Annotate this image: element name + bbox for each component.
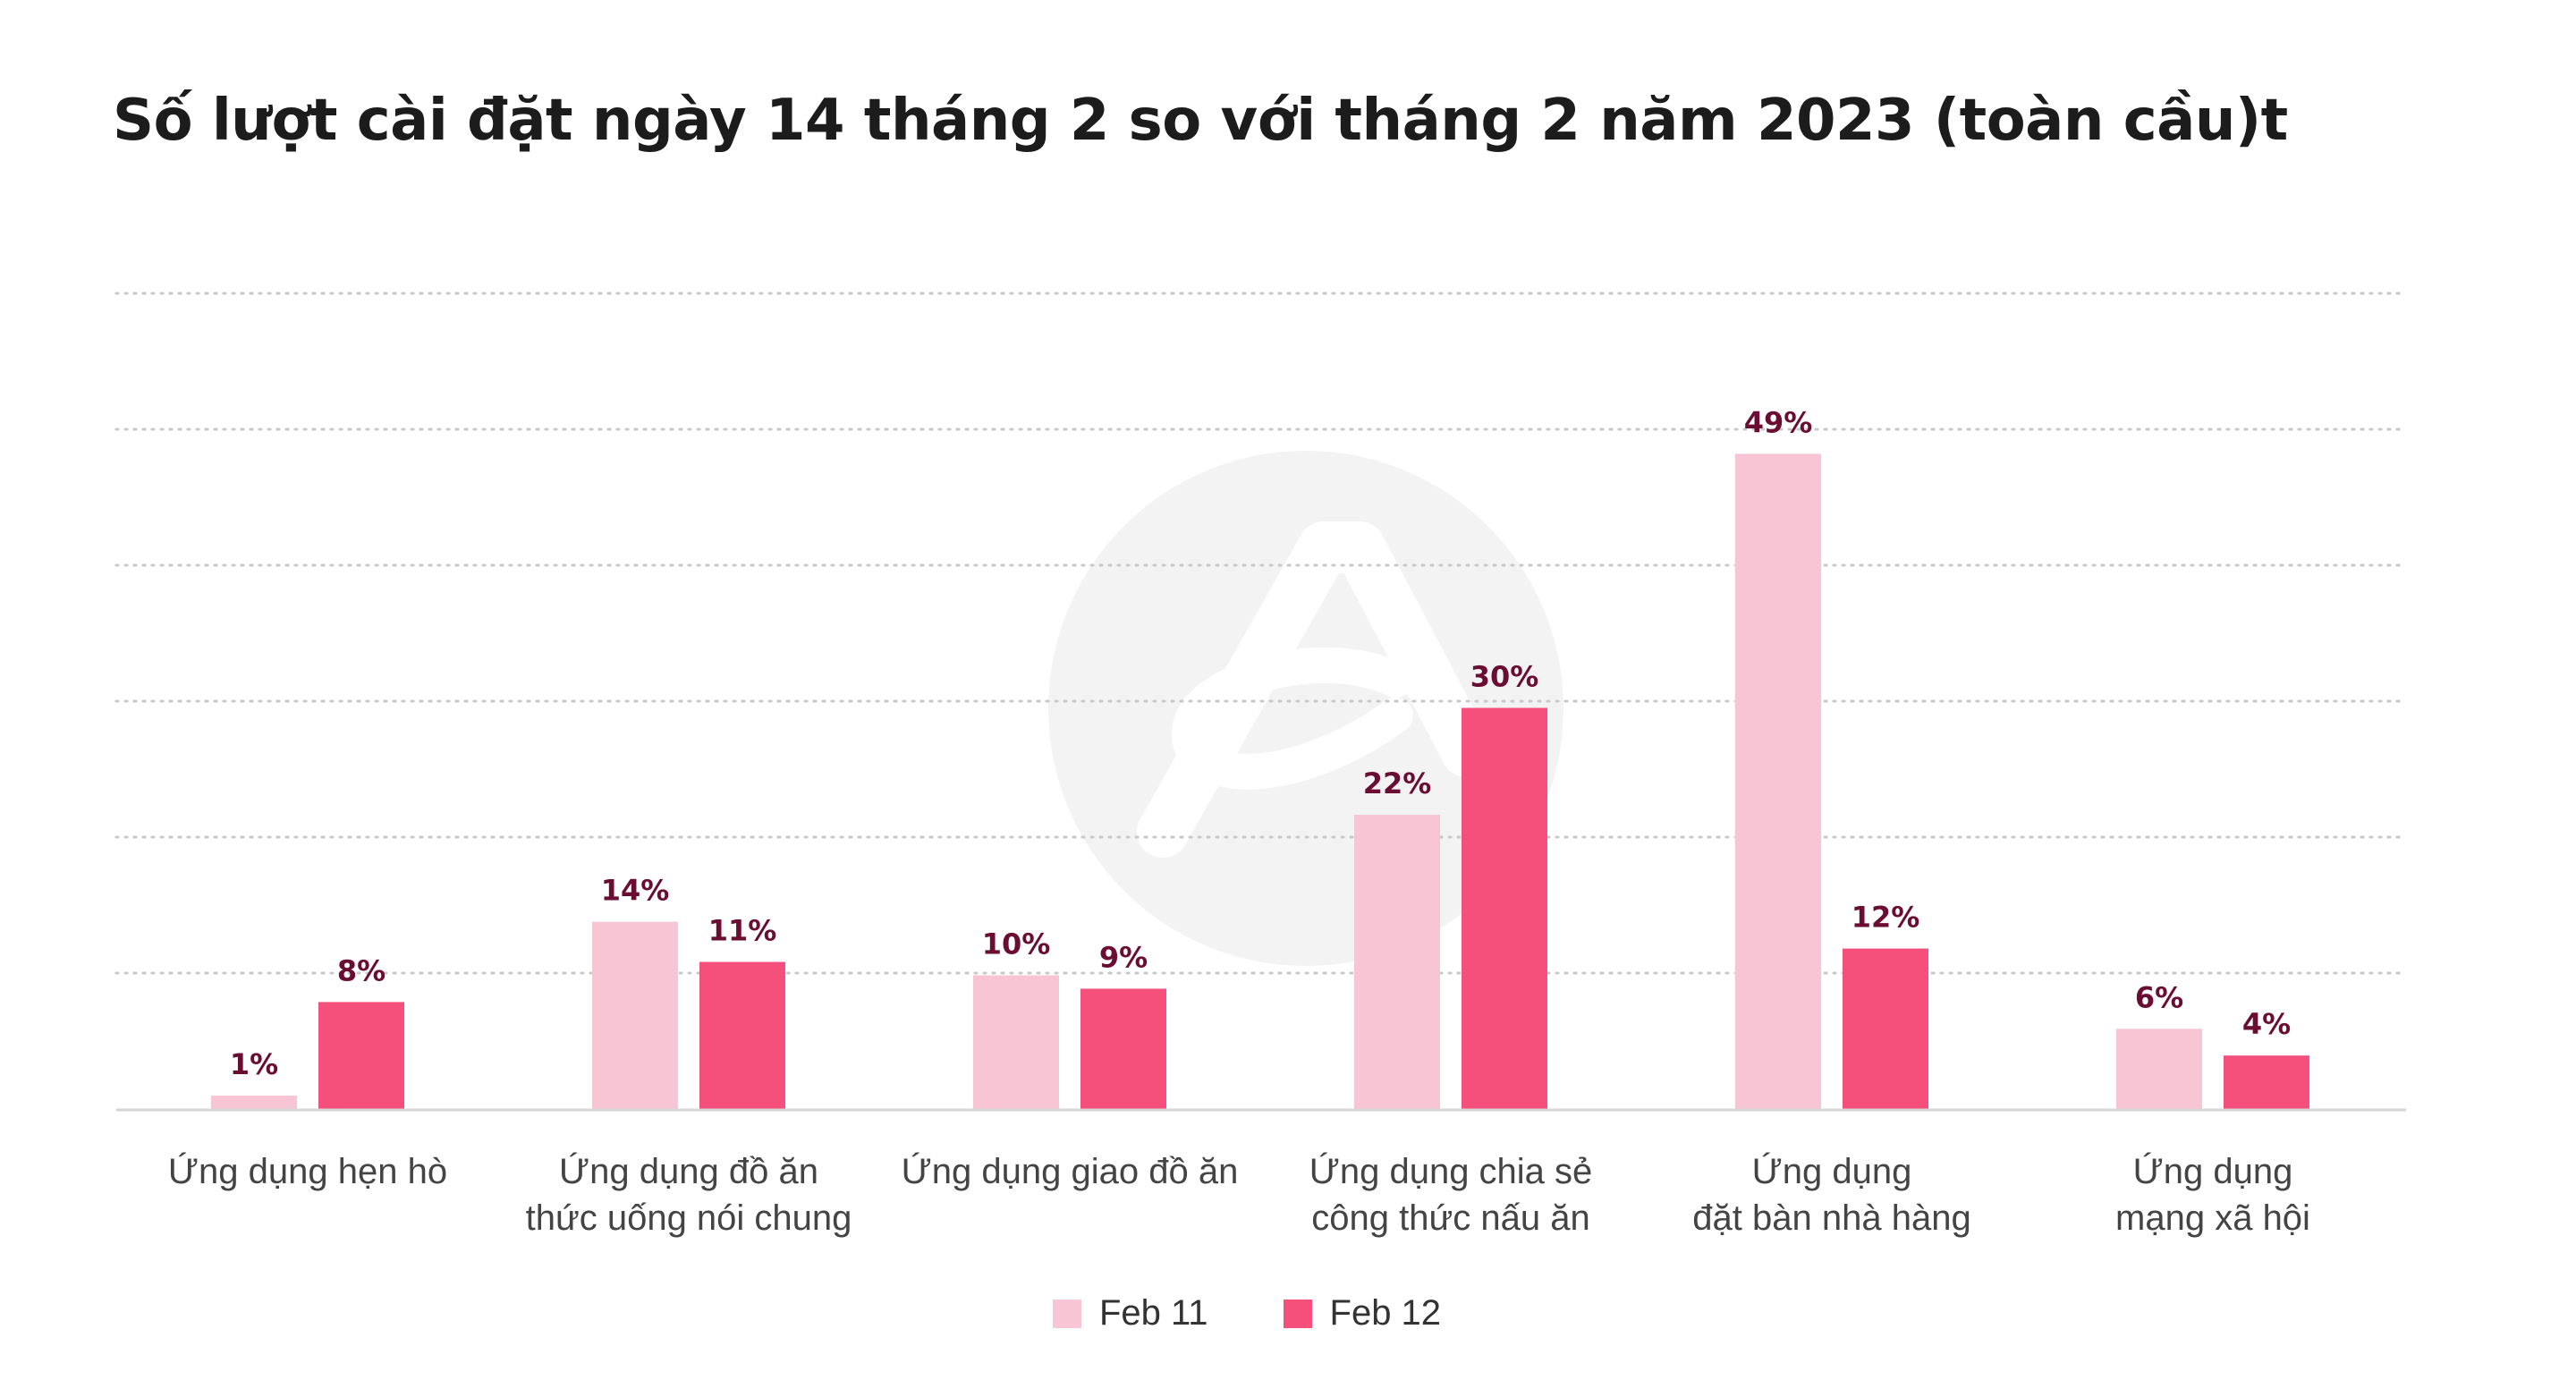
x-tick-label: Ứng dụng chia sẻ bbox=[1309, 1151, 1593, 1191]
legend-swatch-feb-11 bbox=[1052, 1299, 1081, 1328]
bar-feb-12 bbox=[318, 1002, 404, 1109]
x-tick-label: đặt bàn nhà hàng bbox=[1692, 1198, 1970, 1238]
legend-label-feb-11: Feb 11 bbox=[1098, 1293, 1208, 1333]
value-label: 1% bbox=[230, 1047, 278, 1081]
value-label: 8% bbox=[337, 953, 386, 987]
legend-item-feb-11: Feb 11 bbox=[1052, 1293, 1208, 1334]
x-tick-label: Ứng dụng đồ ăn bbox=[559, 1151, 818, 1191]
value-label: 22% bbox=[1363, 766, 1432, 800]
bar-feb-11 bbox=[211, 1096, 297, 1109]
bar-feb-12 bbox=[1080, 988, 1166, 1109]
x-tick-label: thức uống nói chung bbox=[526, 1198, 852, 1238]
value-label: 6% bbox=[2135, 980, 2183, 1014]
legend-label-feb-12: Feb 12 bbox=[1329, 1293, 1442, 1333]
grid-lines bbox=[114, 292, 2408, 975]
x-tick-label: Ứng dụng bbox=[2133, 1151, 2293, 1191]
value-label: 11% bbox=[708, 914, 777, 948]
legend: Feb 11 Feb 12 bbox=[0, 1293, 2535, 1334]
value-label: 4% bbox=[2242, 1007, 2291, 1041]
value-label: 30% bbox=[1470, 659, 1539, 693]
legend-item-feb-12: Feb 12 bbox=[1283, 1293, 1442, 1334]
value-label: 12% bbox=[1852, 901, 1920, 935]
bar-feb-11 bbox=[2116, 1029, 2202, 1109]
value-label: 9% bbox=[1099, 940, 1148, 974]
x-tick-label: Ứng dụng giao đồ ăn bbox=[902, 1151, 1239, 1191]
x-tick-label: công thức nấu ăn bbox=[1311, 1198, 1589, 1238]
bar-feb-12 bbox=[699, 961, 785, 1109]
value-label: 14% bbox=[601, 874, 670, 908]
bars bbox=[211, 453, 2309, 1109]
x-tick-label: Ứng dụng bbox=[1752, 1151, 1912, 1191]
x-axis: Ứng dụng hẹn hò Ứng dụng đồ ăn thức uống n… bbox=[116, 1108, 2406, 1238]
x-tick-label: mạng xã hội bbox=[2115, 1198, 2310, 1238]
legend-swatch-feb-12 bbox=[1283, 1299, 1312, 1328]
bar-feb-11 bbox=[1735, 453, 1821, 1109]
value-labels: 1% 14% 10% 22% 49% 6% 8% 11% 9% 30% 12% 4% bbox=[230, 405, 2291, 1081]
bar-feb-11 bbox=[592, 921, 678, 1109]
bar-feb-12 bbox=[1843, 948, 1928, 1109]
value-label: 49% bbox=[1744, 405, 1813, 439]
chart-title: Số lượt cài đặt ngày 14 tháng 2 so với t… bbox=[113, 88, 2288, 154]
bar-feb-12 bbox=[1462, 707, 1547, 1109]
value-label: 10% bbox=[982, 927, 1051, 961]
bar-feb-11 bbox=[973, 975, 1059, 1109]
bar-feb-12 bbox=[2224, 1055, 2309, 1109]
bar-feb-11 bbox=[1354, 815, 1440, 1109]
x-tick-label: Ứng dụng hẹn hò bbox=[168, 1151, 447, 1191]
